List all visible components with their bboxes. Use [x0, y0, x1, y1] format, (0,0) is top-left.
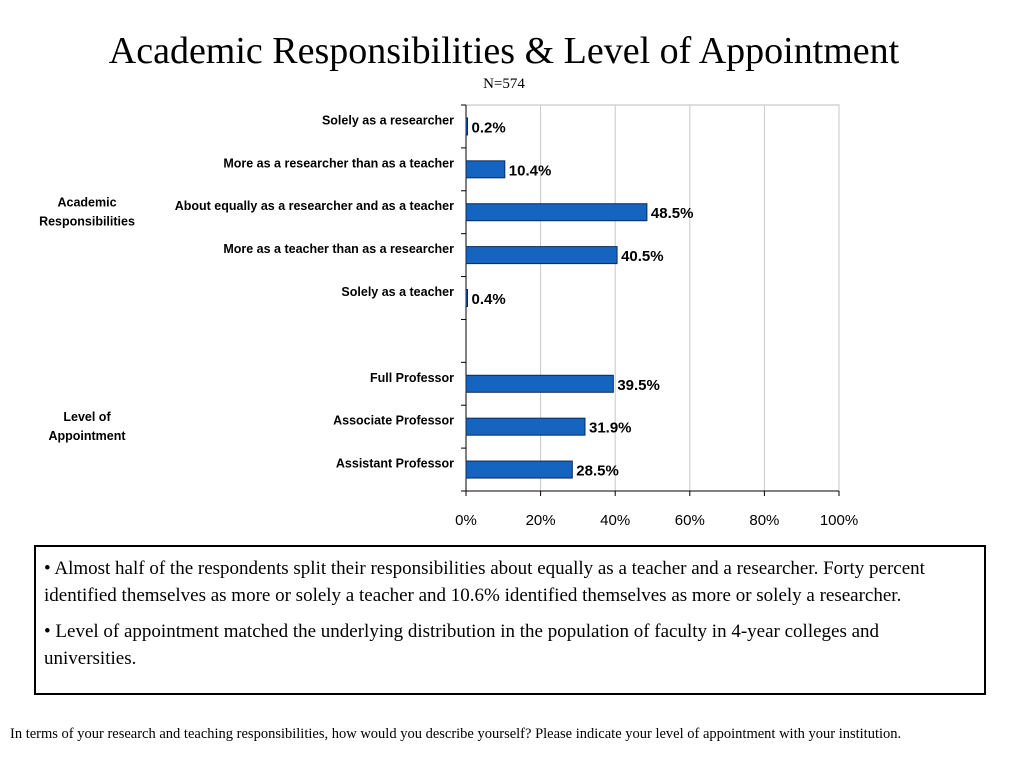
notes-box: • Almost half of the respondents split t… — [34, 545, 986, 695]
x-tick-label: 80% — [749, 512, 779, 529]
group-label: Academic — [57, 196, 116, 210]
bar-value-label: 48.5% — [651, 205, 694, 222]
x-tick-label: 0% — [455, 512, 477, 529]
bar-value-label: 28.5% — [576, 463, 619, 480]
x-tick-label: 20% — [526, 512, 556, 529]
sample-size-label: N=574 — [483, 76, 525, 92]
bar — [465, 460, 573, 479]
bar-value-label: 31.9% — [589, 420, 632, 437]
bar — [465, 117, 468, 136]
category-label: About equally as a researcher and as a t… — [175, 199, 454, 213]
bar-value-label: 10.4% — [509, 162, 552, 179]
category-label: Solely as a researcher — [322, 113, 454, 127]
bar — [465, 160, 506, 179]
category-label: Associate Professor — [333, 414, 454, 428]
category-label: Full Professor — [370, 371, 454, 385]
bar — [465, 203, 648, 222]
bar-chart: 0% 20% 40% 60% 80% 100% Solely as a researcher… — [39, 104, 858, 529]
slide-title: Academic Responsibilities & Level of App… — [108, 30, 900, 72]
bar — [465, 246, 618, 265]
category-label: More as a researcher than as a teacher — [223, 156, 454, 170]
bar-value-label: 0.2% — [472, 119, 506, 136]
category-label: Assistant Professor — [336, 457, 454, 471]
note-bullet-2: • Level of appointment matched the under… — [44, 621, 880, 669]
bar — [465, 289, 468, 307]
bar-value-label: 0.4% — [472, 291, 506, 308]
x-tick-label: 40% — [600, 512, 630, 529]
note-bullet-1: • Almost half of the respondents split t… — [44, 558, 925, 606]
bar-value-label: 39.5% — [617, 377, 660, 394]
x-tick-label: 60% — [675, 512, 705, 529]
survey-question-footnote: In terms of your research and teaching r… — [10, 726, 902, 742]
bar — [465, 374, 614, 393]
group-label: Level of — [63, 410, 111, 424]
category-label: More as a teacher than as a researcher — [223, 242, 454, 256]
bar-value-label: 40.5% — [621, 248, 664, 265]
x-tick-label: 100% — [820, 512, 858, 529]
category-label: Solely as a teacher — [341, 285, 454, 299]
bar — [465, 417, 586, 436]
group-label: Responsibilities — [39, 215, 135, 229]
group-label: Appointment — [48, 429, 126, 443]
